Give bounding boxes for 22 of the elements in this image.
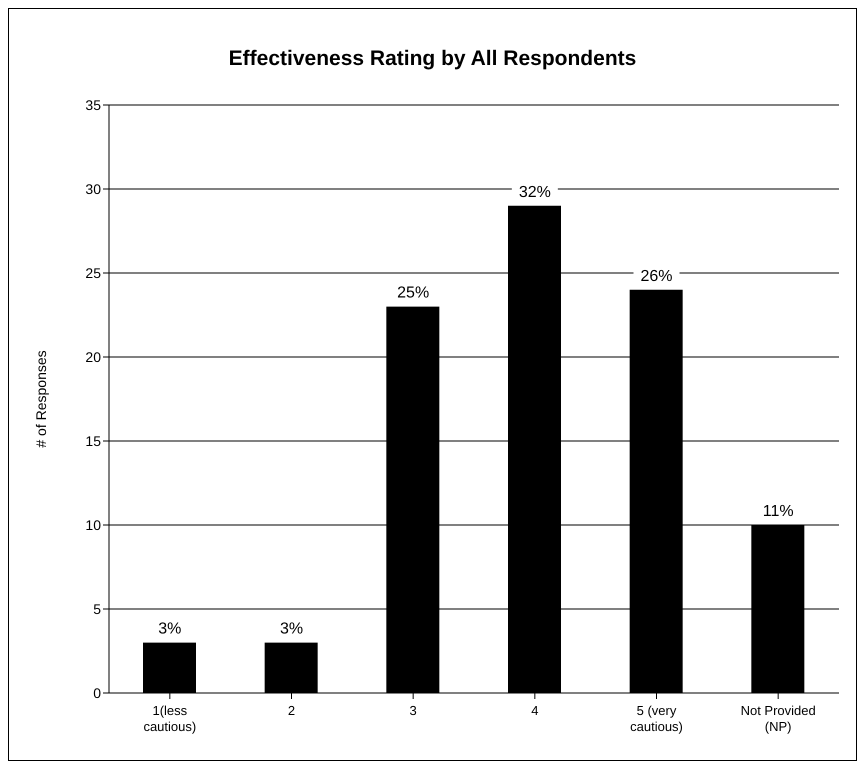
y-tick-label: 30: [85, 180, 102, 197]
y-tick-label: 10: [85, 516, 102, 533]
annotation: 26%: [640, 268, 673, 285]
x-tick-label: 4: [531, 703, 538, 718]
x-tick-label: 3: [410, 703, 417, 718]
y-tick-label: 35: [85, 96, 102, 113]
annotation: 3%: [280, 620, 304, 638]
y-tick-label: 25: [85, 264, 102, 281]
annotation: 3%: [158, 620, 182, 638]
y-tick-label: 0: [93, 684, 102, 701]
x-tick-label: 1(less cautious): [143, 703, 196, 734]
x-tick-label: 5 (very cautious): [630, 703, 683, 734]
x-tick-label: Not Provided (NP): [740, 703, 816, 734]
annotation: 32%: [518, 184, 551, 201]
x-tick-label: 2: [288, 703, 296, 718]
chart-title: Effectiveness Rating by All Respondents: [228, 47, 638, 71]
annotation: 11%: [762, 503, 794, 520]
annotation: 25%: [397, 284, 430, 302]
y-tick-label: 5: [93, 600, 102, 617]
y-tick-label: 20: [85, 348, 102, 365]
y-axis-title: # of Responses: [32, 350, 49, 448]
y-tick-label: 15: [85, 432, 102, 449]
